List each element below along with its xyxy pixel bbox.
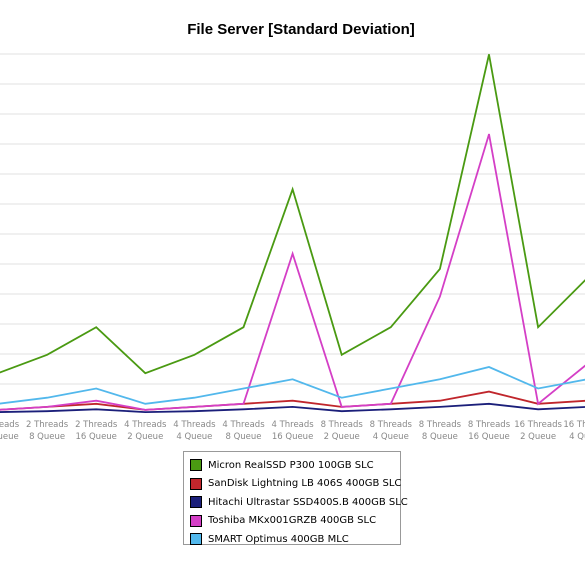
x-tick-label: 8 Threads 2 Queue: [321, 420, 364, 442]
data-point-toshiba: [341, 406, 343, 408]
data-point-toshiba: [242, 403, 245, 405]
legend-item-sandisk: SanDisk Lightning LB 406S 400GB SLC: [190, 475, 401, 494]
data-point-toshiba: [292, 253, 294, 255]
legend-swatch-smart: [190, 533, 202, 546]
series-layer: [0, 53, 585, 414]
legend: Micron RealSSD P300 100GB SLC SanDisk Li…: [183, 451, 408, 546]
data-point-hitachi: [292, 406, 294, 408]
legend-swatch-sandisk: [190, 477, 202, 490]
gridlines: [0, 53, 585, 385]
legend-item-toshiba: Toshiba MKx001GRZB 400GB SLC: [190, 512, 394, 531]
data-point-toshiba: [46, 406, 48, 408]
series-toshiba: [0, 133, 585, 411]
data-point-sandisk: [95, 403, 97, 405]
data-point-hitachi: [488, 403, 490, 405]
data-point-toshiba: [144, 409, 146, 411]
data-point-sandisk: [488, 390, 490, 393]
series-micron: [0, 53, 585, 375]
data-point-hitachi: [390, 408, 392, 410]
data-point-micron: [341, 354, 343, 356]
legend-item-micron: Micron RealSSD P300 100GB SLC: [190, 456, 394, 475]
x-tick-label: 4 Threads 2 Queue: [124, 420, 167, 442]
series-line-micron: [0, 54, 585, 375]
legend-label-sandisk: SanDisk Lightning LB 406S 400GB SLC: [208, 478, 402, 490]
legend-label-toshiba: Toshiba MKx001GRZB 400GB SLC: [208, 515, 377, 527]
data-point-toshiba: [193, 406, 195, 408]
legend-label-hitachi: Hitachi Ultrastar SSD400S.B 400GB SLC: [208, 496, 408, 508]
data-point-smart: [537, 387, 539, 390]
data-point-smart: [439, 378, 441, 380]
data-point-micron: [292, 188, 294, 190]
data-point-smart: [144, 403, 146, 405]
legend-swatch-hitachi: [190, 496, 202, 509]
data-point-smart: [46, 397, 48, 399]
data-point-hitachi: [193, 410, 195, 412]
x-tick-label: 8 Threads 4 Queue: [370, 420, 413, 442]
x-tick-label: 4 Threads 8 Queue: [222, 420, 265, 442]
data-point-smart: [242, 387, 245, 390]
chart-title: File Server [Standard Deviation]: [187, 21, 415, 38]
series-smart: [0, 366, 585, 405]
data-point-hitachi: [144, 411, 146, 413]
data-point-sandisk: [439, 400, 441, 402]
data-point-micron: [144, 372, 146, 374]
data-point-sandisk: [292, 400, 294, 402]
data-point-smart: [390, 387, 392, 390]
x-tick-label: 4 Threads 16 Queue: [271, 420, 314, 442]
data-point-toshiba: [537, 403, 539, 405]
data-point-hitachi: [95, 408, 97, 410]
data-point-smart: [292, 378, 294, 380]
data-point-toshiba: [390, 403, 392, 405]
data-point-micron: [439, 268, 441, 270]
data-point-micron: [390, 326, 392, 328]
x-tick-label: 16 Threads 2 Queue: [514, 420, 562, 442]
data-point-micron: [242, 326, 245, 328]
data-point-hitachi: [439, 406, 441, 408]
data-point-micron: [95, 326, 97, 328]
legend-label-smart: SMART Optimus 400GB MLC: [208, 533, 349, 545]
data-point-toshiba: [488, 133, 490, 135]
data-point-micron: [488, 53, 490, 56]
series-line-smart: [0, 366, 585, 405]
data-point-micron: [537, 326, 539, 328]
legend-swatch-micron: [190, 459, 202, 472]
data-point-toshiba: [95, 400, 97, 402]
legend-label-micron: Micron RealSSD P300 100GB SLC: [208, 459, 374, 471]
data-point-micron: [46, 354, 48, 356]
data-point-hitachi: [242, 408, 245, 410]
x-tick-label: 8 Threads 16 Queue: [468, 420, 511, 442]
data-point-smart: [193, 397, 195, 399]
data-point-hitachi: [341, 410, 343, 412]
data-point-toshiba: [439, 295, 441, 298]
data-point-hitachi: [46, 410, 48, 412]
x-tick-label: 8 Threads 8 Queue: [419, 420, 462, 442]
x-tick-label: 2 Threads 8 Queue: [26, 420, 69, 442]
legend-item-hitachi: Hitachi Ultrastar SSD400S.B 400GB SLC: [190, 493, 408, 512]
data-point-smart: [341, 397, 343, 399]
data-point-micron: [193, 354, 195, 356]
data-point-hitachi: [537, 408, 539, 410]
legend-swatch-toshiba: [190, 514, 202, 527]
x-tick-label: 2 Threads 16 Queue: [75, 420, 118, 442]
data-point-smart: [95, 387, 97, 390]
legend-item-smart: SMART Optimus 400GB MLC: [190, 530, 394, 549]
data-point-smart: [488, 366, 490, 368]
series-hitachi: [0, 402, 585, 414]
series-line-toshiba: [0, 133, 585, 411]
x-tick-label: 4 Threads 4 Queue: [173, 420, 216, 442]
